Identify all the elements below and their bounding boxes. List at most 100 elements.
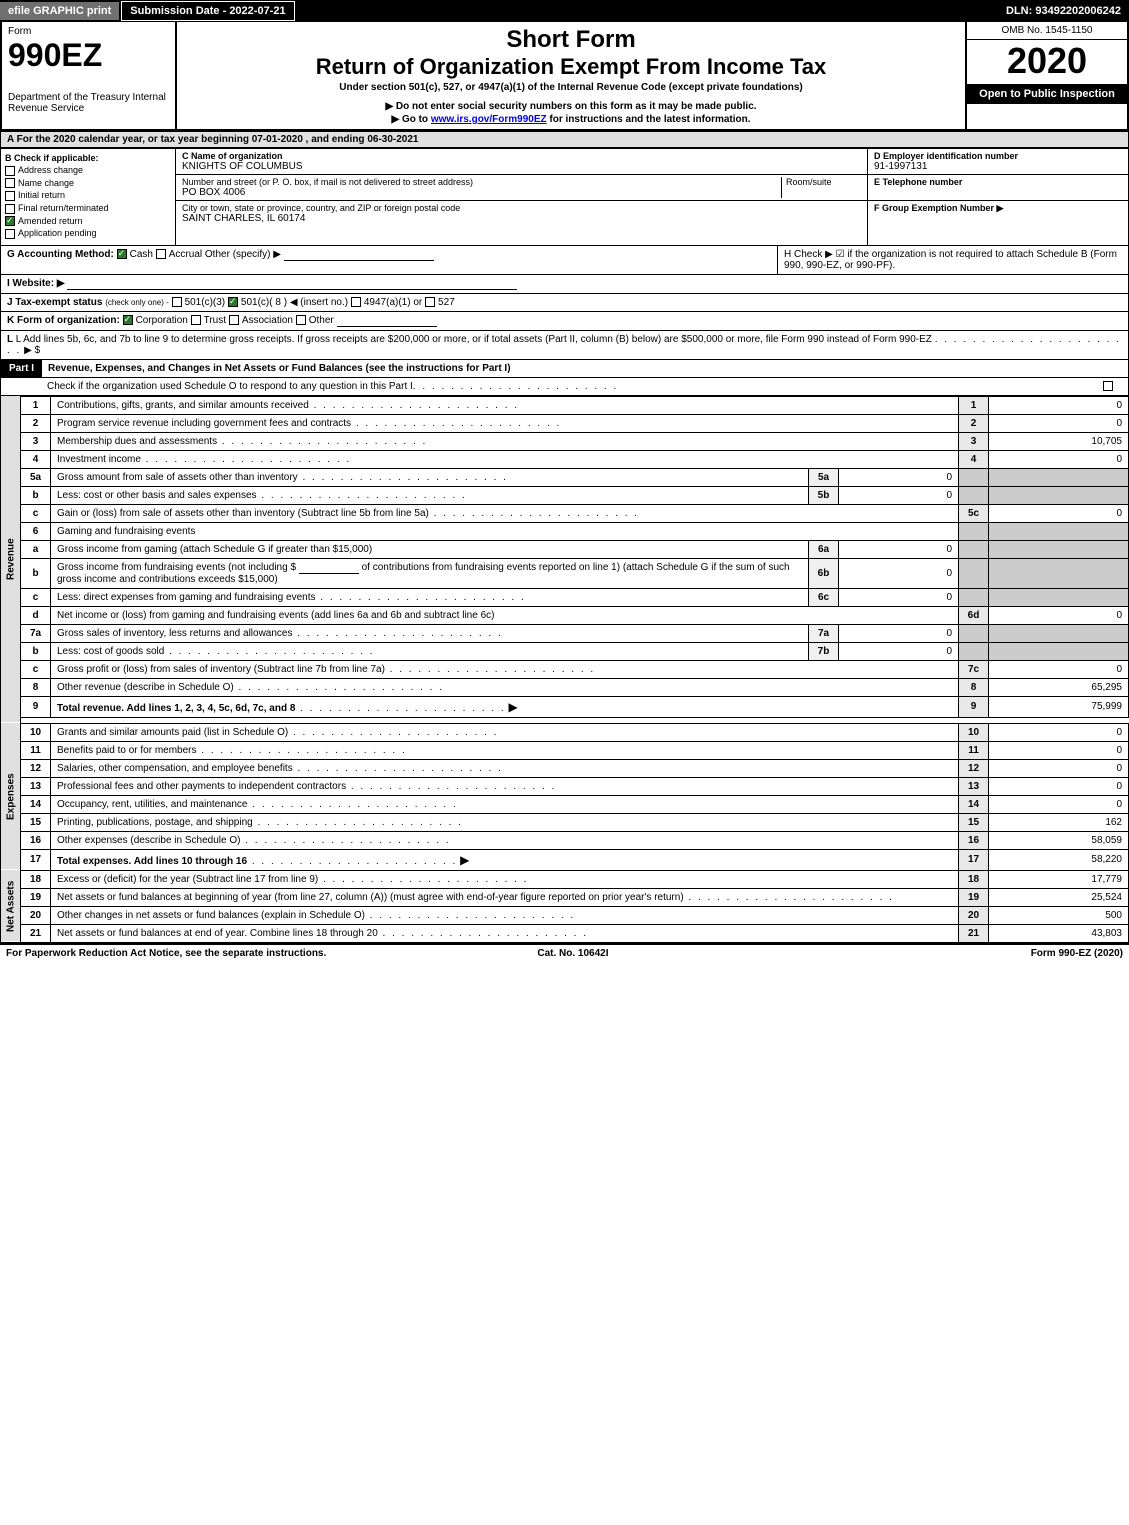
form-title: Short Form bbox=[181, 26, 961, 54]
part1-check-text: Check if the organization used Schedule … bbox=[7, 381, 413, 392]
line-20: 20 Other changes in net assets or fund b… bbox=[1, 906, 1129, 924]
line-5c: c Gain or (loss) from sale of assets oth… bbox=[1, 504, 1129, 522]
form-title-block: Short Form Return of Organization Exempt… bbox=[177, 22, 967, 129]
part1-check-row: Check if the organization used Schedule … bbox=[0, 378, 1129, 396]
part1-title: Revenue, Expenses, and Changes in Net As… bbox=[42, 363, 511, 374]
part1-header-row: Part I Revenue, Expenses, and Changes in… bbox=[0, 360, 1129, 378]
line-12: 12 Salaries, other compensation, and emp… bbox=[1, 759, 1129, 777]
section-def-block: D Employer identification number 91-1997… bbox=[868, 149, 1128, 245]
line-2: 2 Program service revenue including gove… bbox=[1, 414, 1129, 432]
under-section-text: Under section 501(c), 527, or 4947(a)(1)… bbox=[181, 82, 961, 93]
goto-prefix: ▶ Go to bbox=[391, 114, 430, 125]
street-label: Number and street (or P. O. box, if mail… bbox=[182, 177, 781, 187]
sections-gh-row: G Accounting Method: Cash Accrual Other … bbox=[0, 246, 1129, 275]
irs-link[interactable]: www.irs.gov/Form990EZ bbox=[431, 114, 547, 125]
corporation-checkbox[interactable] bbox=[123, 315, 133, 325]
line-17: 17 Total expenses. Add lines 10 through … bbox=[1, 849, 1129, 870]
name-change-checkbox[interactable]: Name change bbox=[5, 178, 171, 189]
telephone-row: E Telephone number bbox=[868, 175, 1128, 201]
gross-receipts-text: L Add lines 5b, 6c, and 7b to line 9 to … bbox=[16, 334, 932, 345]
line-11: 11 Benefits paid to or for members 11 0 bbox=[1, 741, 1129, 759]
final-return-checkbox[interactable]: Final return/terminated bbox=[5, 203, 171, 214]
line-13: 13 Professional fees and other payments … bbox=[1, 777, 1129, 795]
line-9: 9 Total revenue. Add lines 1, 2, 3, 4, 5… bbox=[1, 696, 1129, 717]
accounting-label: G Accounting Method: bbox=[7, 249, 114, 260]
527-checkbox[interactable] bbox=[425, 297, 435, 307]
line-6c: c Less: direct expenses from gaming and … bbox=[1, 588, 1129, 606]
goto-instructions: ▶ Go to www.irs.gov/Form990EZ for instru… bbox=[181, 114, 961, 125]
form-number: 990EZ bbox=[8, 37, 169, 74]
footer-row: For Paperwork Reduction Act Notice, see … bbox=[0, 943, 1129, 962]
section-b-label: B Check if applicable: bbox=[5, 153, 171, 163]
org-name-row: C Name of organization KNIGHTS OF COLUMB… bbox=[176, 149, 867, 175]
form-header: Form 990EZ Department of the Treasury In… bbox=[0, 22, 1129, 131]
section-c-org-info: C Name of organization KNIGHTS OF COLUMB… bbox=[176, 149, 868, 245]
ssn-warning: ▶ Do not enter social security numbers o… bbox=[181, 101, 961, 112]
line-15: 15 Printing, publications, postage, and … bbox=[1, 813, 1129, 831]
trust-checkbox[interactable] bbox=[191, 315, 201, 325]
line-18: Net Assets 18 Excess or (deficit) for th… bbox=[1, 870, 1129, 888]
org-name-value: KNIGHTS OF COLUMBUS bbox=[182, 161, 861, 172]
gross-receipts-arrow: ▶ $ bbox=[24, 345, 40, 356]
group-exemption-row: F Group Exemption Number ▶ bbox=[868, 201, 1128, 216]
address-change-checkbox[interactable]: Address change bbox=[5, 165, 171, 176]
line-21: 21 Net assets or fund balances at end of… bbox=[1, 924, 1129, 942]
amended-return-checkbox[interactable]: Amended return bbox=[5, 216, 171, 227]
main-info-block: B Check if applicable: Address change Na… bbox=[0, 148, 1129, 246]
line-19: 19 Net assets or fund balances at beginn… bbox=[1, 888, 1129, 906]
city-label: City or town, state or province, country… bbox=[182, 203, 861, 213]
line-6a: a Gross income from gaming (attach Sched… bbox=[1, 540, 1129, 558]
revenue-side-label: Revenue bbox=[1, 396, 21, 723]
efile-print-label[interactable]: efile GRAPHIC print bbox=[0, 2, 119, 20]
line-3: 3 Membership dues and assessments 3 10,7… bbox=[1, 432, 1129, 450]
line-4: 4 Investment income 4 0 bbox=[1, 450, 1129, 468]
cat-no: Cat. No. 10642I bbox=[537, 948, 608, 959]
section-a-tax-year: A For the 2020 calendar year, or tax yea… bbox=[0, 131, 1129, 148]
line-14: 14 Occupancy, rent, utilities, and maint… bbox=[1, 795, 1129, 813]
website-label: I Website: ▶ bbox=[7, 278, 65, 289]
submission-date: Submission Date - 2022-07-21 bbox=[121, 1, 294, 21]
section-i-website: I Website: ▶ bbox=[0, 275, 1129, 294]
other-org-checkbox[interactable] bbox=[296, 315, 306, 325]
telephone-label: E Telephone number bbox=[874, 177, 1122, 187]
app-pending-checkbox[interactable]: Application pending bbox=[5, 228, 171, 239]
form-org-label: K Form of organization: bbox=[7, 315, 120, 326]
room-suite-label: Room/suite bbox=[781, 177, 861, 198]
ein-label: D Employer identification number bbox=[874, 151, 1122, 161]
top-bar: efile GRAPHIC print Submission Date - 20… bbox=[0, 0, 1129, 22]
part1-table: Revenue 1 Contributions, gifts, grants, … bbox=[0, 396, 1129, 943]
line-5a: 5a Gross amount from sale of assets othe… bbox=[1, 468, 1129, 486]
city-row: City or town, state or province, country… bbox=[176, 201, 867, 226]
section-b-checkboxes: B Check if applicable: Address change Na… bbox=[1, 149, 176, 245]
part1-schedule-o-checkbox[interactable] bbox=[1103, 381, 1113, 391]
part1-label: Part I bbox=[1, 360, 42, 377]
accrual-checkbox[interactable] bbox=[156, 249, 166, 259]
line-6d: d Net income or (loss) from gaming and f… bbox=[1, 606, 1129, 624]
section-l-gross-receipts: L L Add lines 5b, 6c, and 7b to line 9 t… bbox=[0, 331, 1129, 360]
line-16: 16 Other expenses (describe in Schedule … bbox=[1, 831, 1129, 849]
ein-value: 91-1997131 bbox=[874, 161, 1122, 172]
line-7c: c Gross profit or (loss) from sales of i… bbox=[1, 660, 1129, 678]
cash-checkbox[interactable] bbox=[117, 249, 127, 259]
omb-number: OMB No. 1545-1150 bbox=[967, 22, 1127, 40]
tax-exempt-label: J Tax-exempt status bbox=[7, 297, 102, 308]
open-to-public: Open to Public Inspection bbox=[967, 84, 1127, 104]
group-exemption-label: F Group Exemption Number ▶ bbox=[874, 203, 1122, 214]
initial-return-checkbox[interactable]: Initial return bbox=[5, 190, 171, 201]
section-g-accounting: G Accounting Method: Cash Accrual Other … bbox=[1, 246, 778, 274]
line-5b: b Less: cost or other basis and sales ex… bbox=[1, 486, 1129, 504]
other-specify: Other (specify) ▶ bbox=[205, 249, 281, 260]
line-1: Revenue 1 Contributions, gifts, grants, … bbox=[1, 396, 1129, 414]
501c3-checkbox[interactable] bbox=[172, 297, 182, 307]
street-value: PO BOX 4006 bbox=[182, 187, 781, 198]
line-6b: b Gross income from fundraising events (… bbox=[1, 558, 1129, 588]
form-number-block: Form 990EZ Department of the Treasury In… bbox=[2, 22, 177, 129]
4947-checkbox[interactable] bbox=[351, 297, 361, 307]
city-value: SAINT CHARLES, IL 60174 bbox=[182, 213, 861, 224]
501c-checkbox[interactable] bbox=[228, 297, 238, 307]
association-checkbox[interactable] bbox=[229, 315, 239, 325]
form-ref: Form 990-EZ (2020) bbox=[1031, 948, 1123, 959]
tax-year: 2020 bbox=[967, 40, 1127, 82]
department-label: Department of the Treasury Internal Reve… bbox=[8, 92, 169, 114]
expenses-side-label: Expenses bbox=[1, 723, 21, 870]
